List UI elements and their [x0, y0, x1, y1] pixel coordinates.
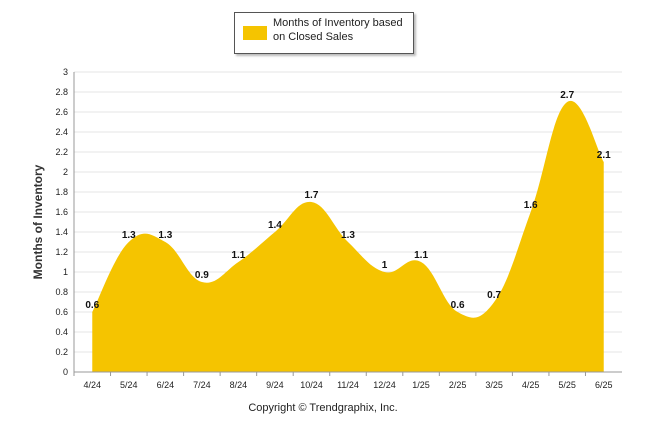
x-tick-label: 5/25 — [558, 380, 576, 390]
x-tick-label: 4/25 — [522, 380, 540, 390]
x-tick-label: 9/24 — [266, 380, 284, 390]
y-tick-label: 0.2 — [55, 347, 68, 357]
data-label: 0.6 — [451, 300, 465, 311]
x-tick-label: 1/25 — [412, 380, 430, 390]
x-tick-label: 12/24 — [373, 380, 396, 390]
y-tick-labels: 0 0.2 0.4 0.6 0.8 1 1.2 1.4 1.6 1.8 2 2.2 2.4 2.6 2.8 3 — [55, 67, 68, 377]
y-tick-label: 2.2 — [55, 147, 68, 157]
area-series — [92, 100, 604, 372]
data-label: 1.3 — [122, 230, 136, 241]
x-tick-label: 3/25 — [485, 380, 503, 390]
area-fill — [92, 100, 604, 372]
y-tick-label: 3 — [63, 67, 68, 77]
y-tick-label: 1.4 — [55, 227, 68, 237]
y-tick-label: 2 — [63, 167, 68, 177]
copyright-text: Copyright © Trendgraphix, Inc. — [248, 402, 398, 414]
data-label: 1.3 — [158, 230, 172, 241]
data-label: 1.1 — [414, 250, 428, 261]
x-tick-label: 8/24 — [230, 380, 248, 390]
y-tick-label: 1.2 — [55, 247, 68, 257]
data-label: 1.1 — [231, 250, 245, 261]
y-tick-label: 1 — [63, 267, 68, 277]
y-tick-label: 0.4 — [55, 327, 68, 337]
data-label: 1.7 — [305, 190, 319, 201]
y-axis-label: Months of Inventory — [31, 164, 45, 279]
legend-swatch — [243, 26, 267, 40]
y-tick-label: 0.8 — [55, 287, 68, 297]
x-tick-labels: 4/24 5/24 6/24 7/24 8/24 9/24 10/24 11/24 12/24 1… — [84, 380, 613, 390]
y-tick-label: 0.6 — [55, 307, 68, 317]
y-tick-label: 2.8 — [55, 87, 68, 97]
y-tick-label: 2.6 — [55, 107, 68, 117]
x-tick-label: 6/25 — [595, 380, 613, 390]
data-label: 0.6 — [85, 300, 99, 311]
y-tick-label: 1.6 — [55, 207, 68, 217]
data-label: 1.6 — [524, 200, 538, 211]
x-tick-label: 11/24 — [337, 380, 359, 390]
y-tick-label: 1.8 — [55, 187, 68, 197]
legend-label: Months of Inventory based on Closed Sale… — [273, 17, 403, 43]
x-tick-label: 6/24 — [157, 380, 175, 390]
x-tick-label: 4/24 — [84, 380, 102, 390]
data-label: 1.3 — [341, 230, 355, 241]
y-tick-label: 2.4 — [55, 127, 68, 137]
data-label: 1 — [382, 260, 388, 271]
data-label: 2.7 — [560, 90, 574, 101]
legend: Months of Inventory based on Closed Sale… — [234, 12, 414, 54]
data-label: 2.1 — [597, 150, 611, 161]
data-labels: 0.6 1.3 1.3 0.9 1.1 1.4 1.7 1.3 1 1.1 0.6 0.7 1.6 2.7… — [85, 90, 611, 311]
axes — [73, 72, 622, 376]
x-tick-label: 10/24 — [300, 380, 323, 390]
x-tick-label: 7/24 — [193, 380, 211, 390]
y-tick-label: 0 — [63, 367, 68, 377]
data-label: 0.9 — [195, 270, 209, 281]
data-label: 0.7 — [487, 290, 501, 301]
x-tick-label: 5/24 — [120, 380, 138, 390]
data-label: 1.4 — [268, 220, 282, 231]
x-tick-label: 2/25 — [449, 380, 467, 390]
